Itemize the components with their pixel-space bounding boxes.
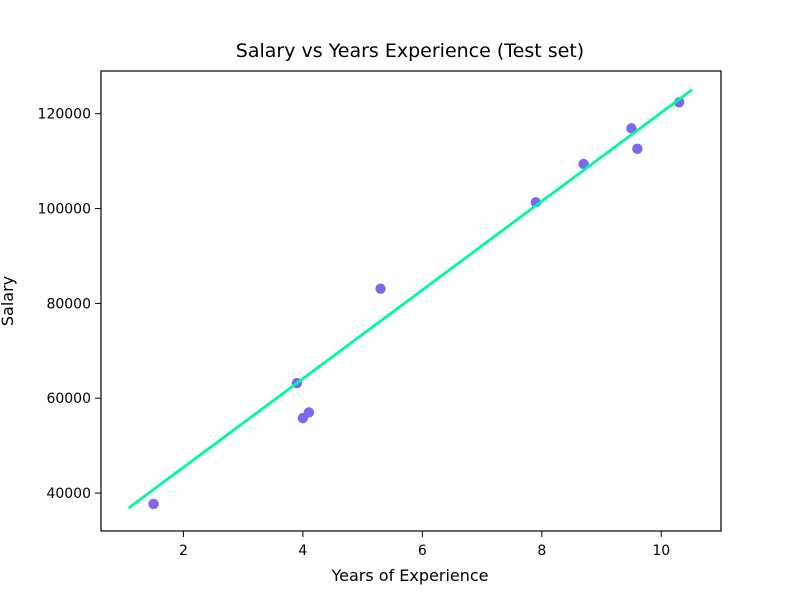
y-tick-label: 80000 (46, 296, 91, 312)
x-tick-label: 10 (652, 543, 670, 559)
regression-line (128, 89, 693, 509)
x-tick-label: 6 (418, 543, 427, 559)
data-point (303, 407, 315, 418)
x-tick-label: 8 (537, 543, 546, 559)
plot-frame (100, 70, 722, 532)
x-axis-ticks: 2 4 6 8 10 (179, 531, 670, 559)
data-point (626, 123, 637, 134)
data-point (578, 158, 589, 170)
y-axis-ticks: 40000 60000 80000 100000 120000 (38, 107, 101, 502)
chart-title: Salary vs Years Experience (Test set) (236, 40, 584, 62)
y-tick-label: 100000 (38, 202, 91, 218)
x-tick-label: 4 (298, 543, 307, 559)
data-point (375, 283, 386, 294)
data-point (148, 498, 159, 510)
y-axis-label: Salary (0, 276, 17, 326)
y-tick-label: 60000 (46, 391, 91, 407)
data-point (632, 143, 643, 154)
y-tick-label: 120000 (38, 107, 91, 123)
y-tick-label: 40000 (46, 486, 91, 502)
plot-content (128, 89, 693, 510)
x-axis-label: Years of Experience (330, 566, 488, 585)
x-tick-label: 2 (179, 543, 188, 559)
